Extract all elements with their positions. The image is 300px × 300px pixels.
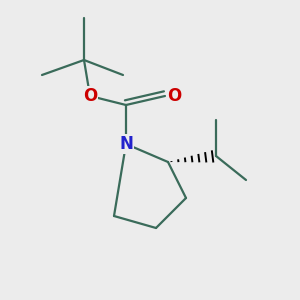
Text: O: O — [167, 87, 181, 105]
Text: N: N — [119, 135, 133, 153]
Text: O: O — [83, 87, 97, 105]
